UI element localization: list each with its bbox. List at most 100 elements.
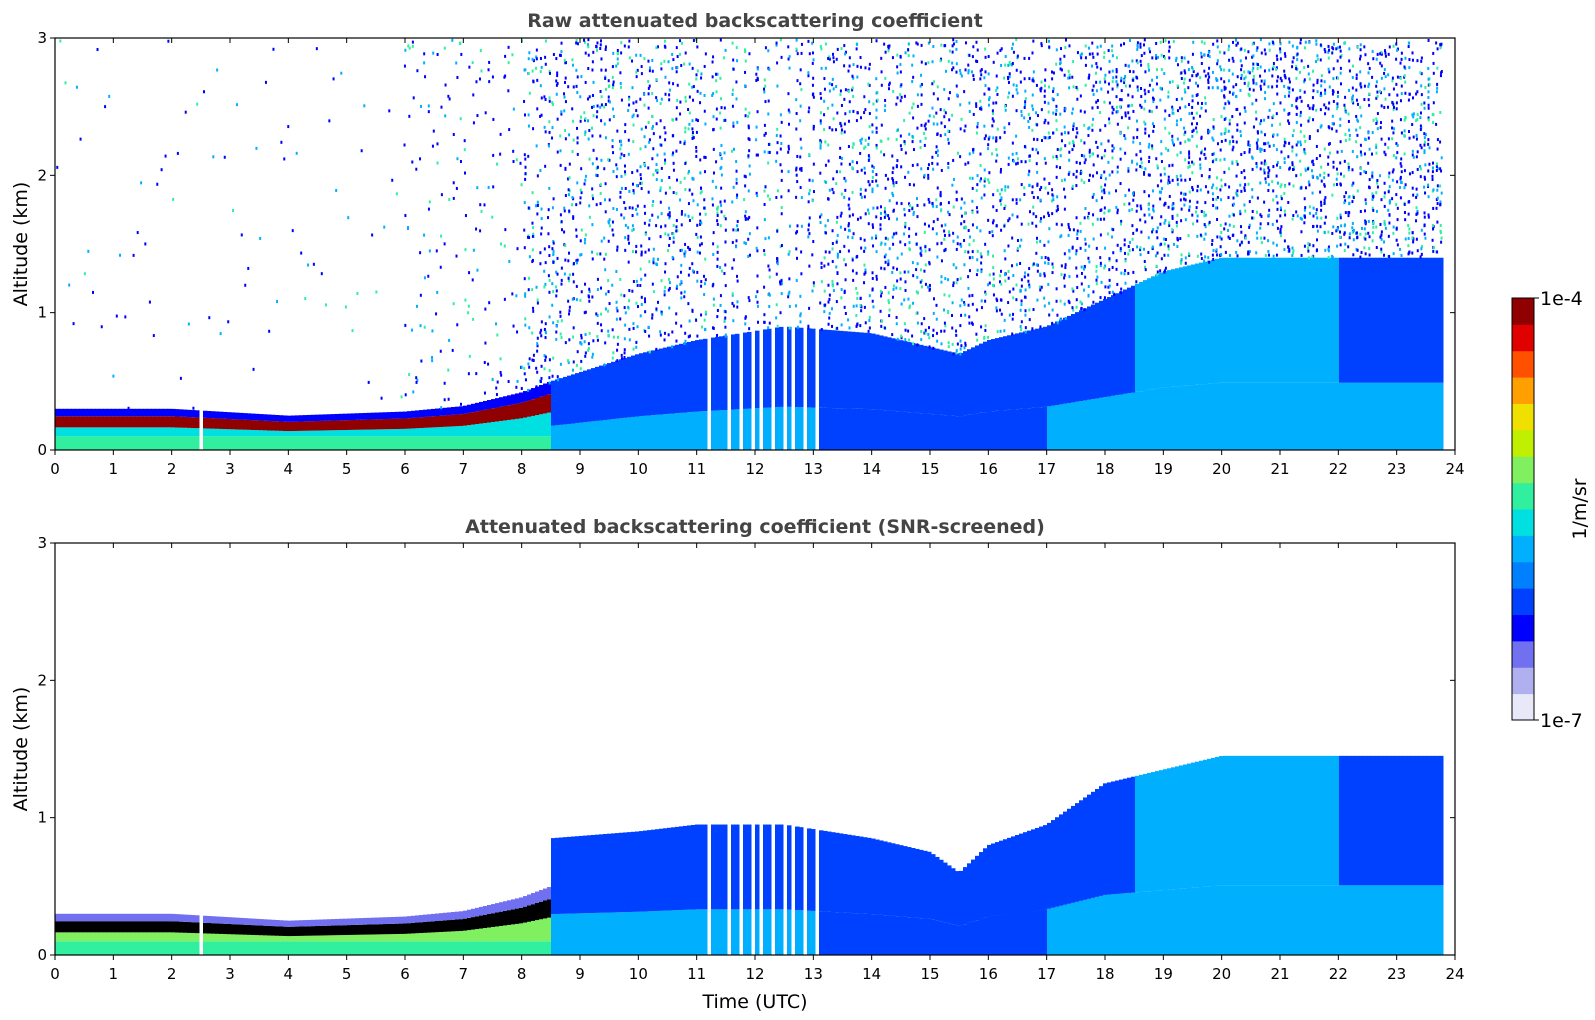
noise-pixel: [832, 289, 835, 293]
noise-pixel: [963, 239, 966, 243]
noise-pixel: [616, 348, 619, 352]
noise-pixel: [664, 285, 667, 289]
noise-pixel: [616, 248, 619, 252]
noise-pixel: [548, 69, 551, 73]
noise-pixel: [911, 106, 914, 110]
noise-pixel: [1028, 285, 1031, 289]
heatmap-cell: [431, 427, 436, 437]
noise-pixel: [959, 324, 962, 328]
noise-pixel: [840, 192, 843, 196]
noise-pixel: [928, 336, 931, 340]
heatmap-cell: [923, 345, 928, 414]
noise-pixel: [984, 242, 987, 246]
noise-pixel: [768, 275, 771, 279]
noise-pixel: [875, 234, 878, 238]
noise-pixel: [495, 322, 498, 326]
heatmap-cell: [159, 416, 164, 428]
heatmap-cell: [387, 418, 392, 430]
noise-pixel: [711, 75, 714, 79]
noise-pixel: [900, 83, 903, 87]
noise-pixel: [584, 233, 587, 237]
heatmap-cell: [283, 421, 288, 432]
noise-pixel: [240, 233, 243, 237]
heatmap-cell: [87, 416, 92, 428]
noise-pixel: [852, 232, 855, 236]
heatmap-area-raw: [55, 38, 1444, 450]
noise-pixel: [580, 167, 583, 171]
heatmap-cell: [67, 408, 72, 417]
heatmap-column: [779, 38, 784, 450]
noise-pixel: [551, 126, 554, 130]
heatmap-cell: [579, 371, 584, 423]
noise-pixel: [1188, 164, 1191, 168]
noise-pixel: [599, 202, 602, 206]
noise-pixel: [956, 242, 959, 246]
heatmap-cell: [939, 414, 944, 450]
noise-pixel: [931, 201, 934, 205]
noise-pixel: [1135, 228, 1138, 232]
noise-pixel: [851, 74, 854, 78]
heatmap-cell: [319, 430, 324, 437]
noise-pixel: [956, 342, 959, 346]
noise-pixel: [1127, 126, 1130, 130]
heatmap-cell: [1015, 409, 1020, 450]
noise-pixel: [435, 249, 438, 253]
noise-pixel: [915, 41, 918, 45]
noise-pixel: [1140, 63, 1143, 67]
noise-pixel: [851, 166, 854, 170]
noise-pixel: [1152, 208, 1155, 212]
heatmap-cell: [463, 413, 468, 426]
heatmap-cell: [167, 416, 172, 428]
heatmap-cell: [555, 425, 560, 450]
noise-pixel: [604, 341, 607, 345]
heatmap-cell: [1055, 321, 1060, 406]
noise-pixel: [911, 163, 914, 167]
noise-pixel: [555, 285, 558, 289]
noise-pixel: [415, 167, 418, 171]
heatmap-cell: [307, 421, 312, 431]
chart-title-raw: Raw attenuated backscattering coefficien…: [527, 10, 983, 32]
noise-pixel: [1095, 265, 1098, 269]
noise-pixel: [624, 206, 627, 210]
noise-pixel: [1092, 55, 1095, 59]
noise-pixel: [776, 84, 779, 88]
noise-pixel: [452, 302, 455, 306]
noise-pixel: [447, 94, 450, 98]
noise-pixel: [687, 202, 690, 206]
heatmap-cell: [175, 436, 180, 450]
heatmap-cell: [451, 407, 456, 415]
noise-pixel: [604, 198, 607, 202]
heatmap-cell: [295, 430, 300, 437]
heatmap-cell: [267, 430, 272, 437]
noise-pixel: [1083, 154, 1086, 158]
heatmap-cell: [331, 430, 336, 437]
noise-pixel: [1099, 256, 1102, 260]
noise-pixel: [959, 155, 962, 159]
heatmap-cell: [67, 436, 72, 450]
noise-pixel: [699, 91, 702, 95]
heatmap-column: [655, 45, 660, 450]
heatmap-cell: [543, 413, 548, 437]
noise-pixel: [1032, 79, 1035, 83]
heatmap-cell: [87, 436, 92, 450]
heatmap-cell: [1127, 287, 1132, 394]
heatmap-column: [1075, 51, 1080, 450]
noise-pixel: [584, 51, 587, 55]
noise-pixel: [988, 281, 991, 285]
heatmap-cell: [483, 423, 488, 437]
noise-pixel: [891, 235, 894, 239]
noise-pixel: [807, 200, 810, 204]
noise-pixel: [1055, 222, 1058, 226]
noise-pixel: [899, 70, 902, 74]
noise-pixel: [896, 217, 899, 221]
noise-pixel: [1168, 164, 1171, 168]
noise-pixel: [1079, 300, 1082, 304]
heatmap-cell: [523, 436, 528, 450]
noise-pixel: [1176, 175, 1179, 179]
noise-pixel: [1199, 188, 1202, 192]
noise-pixel: [744, 322, 747, 326]
noise-pixel: [679, 112, 682, 116]
noise-pixel: [548, 369, 551, 373]
noise-pixel: [940, 209, 943, 213]
noise-pixel: [1020, 110, 1023, 114]
